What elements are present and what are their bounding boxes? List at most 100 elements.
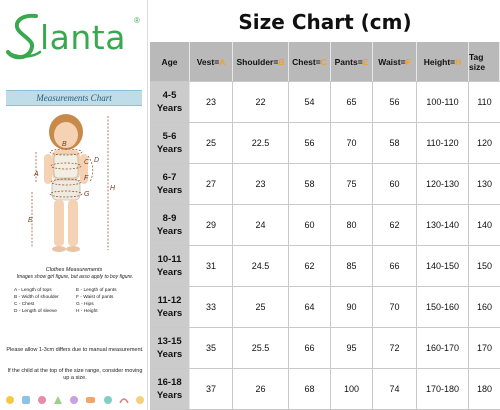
- table-row: 16-18 Years 37 26 68 100 74 170-180 180: [150, 369, 500, 410]
- tag-size-cell: 130: [476, 179, 493, 189]
- legend-item: G - Hips: [76, 302, 94, 307]
- registered-mark: ®: [134, 16, 140, 25]
- col-header-shoulder: Shoulder= B: [233, 42, 289, 81]
- table-header-row: Age Vest= A Shoulder= B Chest= C Pants= E Wa…: [150, 42, 500, 82]
- height-cell: 150-160: [417, 287, 469, 327]
- figure-letter-d: D: [94, 157, 99, 164]
- waist-cell: 58: [373, 123, 417, 163]
- size-up-note: If the child at the top of the size rang…: [7, 368, 143, 381]
- brand-name: lanta: [40, 18, 126, 57]
- col-header-tag-size: Tag size: [469, 42, 500, 81]
- chest-cell: 58: [289, 164, 331, 204]
- age-cell: 16-18 Years: [150, 369, 190, 409]
- vest-cell: 31: [190, 246, 233, 286]
- figure-letter-h: H: [110, 185, 116, 192]
- flower-icon: [38, 396, 46, 404]
- table-row: 4-5 Years 23 22 54 65 56 100-110 110: [150, 82, 500, 123]
- chest-cell: 64: [289, 287, 331, 327]
- shoulder-cell: 25.5: [233, 328, 289, 368]
- col-header-waist: Waist= F: [373, 42, 417, 81]
- figure-letter-g: G: [84, 191, 90, 198]
- legend-item: F - Waist of pants: [76, 295, 114, 300]
- pants-cell: 95: [331, 328, 373, 368]
- col-header-age: Age: [150, 42, 190, 81]
- legend-item: A - Length of tops: [14, 288, 52, 293]
- shoulder-cell: 24.5: [233, 246, 289, 286]
- left-panel: lanta ® Measurements Chart A: [0, 0, 148, 410]
- measurements-banner: Measurements Chart: [6, 90, 142, 106]
- child-figure-illustration: A B C D E F G H: [28, 114, 116, 252]
- height-cell: 140-150: [417, 246, 469, 286]
- pants-cell: 100: [331, 369, 373, 409]
- chest-cell: 66: [289, 328, 331, 368]
- waist-cell: 74: [373, 369, 417, 409]
- height-cell: 120-130: [417, 164, 469, 204]
- shoulder-cell: 23: [233, 164, 289, 204]
- size-chart-table: Age Vest= A Shoulder= B Chest= C Pants= E Wa…: [150, 42, 500, 410]
- vest-cell: 37: [190, 369, 233, 409]
- vest-cell: 25: [190, 123, 233, 163]
- col-header-pants: Pants= E: [331, 42, 373, 81]
- tag-size-cell: 120: [476, 138, 493, 148]
- chest-cell: 56: [289, 123, 331, 163]
- figure-letter-a: A: [33, 171, 39, 178]
- vest-cell: 27: [190, 164, 233, 204]
- shoulder-cell: 25: [233, 287, 289, 327]
- pants-cell: 85: [331, 246, 373, 286]
- pants-cell: 65: [331, 82, 373, 122]
- waist-cell: 60: [373, 164, 417, 204]
- legend-item: D - Length of sleeve: [14, 309, 57, 314]
- age-cell: 11-12 Years: [150, 287, 190, 327]
- figure-letter-e: E: [28, 217, 33, 224]
- measurement-legend: A - Length of tops E - Length of pants B…: [14, 288, 144, 315]
- star-icon: [136, 396, 144, 404]
- car-icon: [86, 397, 95, 403]
- rainbow-icon: [119, 398, 129, 404]
- pants-cell: 90: [331, 287, 373, 327]
- tag-size-cell: 140: [476, 220, 493, 230]
- ball-icon: [104, 396, 112, 404]
- table-row: 13-15 Years 35 25.5 66 95 72 160-170 170: [150, 328, 500, 369]
- age-cell: 13-15 Years: [150, 328, 190, 368]
- brand-logo: lanta ®: [6, 12, 142, 64]
- height-cell: 160-170: [417, 328, 469, 368]
- toy-block-icon: [22, 396, 30, 404]
- chest-cell: 68: [289, 369, 331, 409]
- shoulder-cell: 26: [233, 369, 289, 409]
- legend-item: E - Length of pants: [76, 288, 117, 293]
- tolerance-note: Please allow 1-3cm differs due to manual…: [6, 347, 144, 353]
- clothes-measurements-title: Clothes Measurements: [45, 267, 103, 273]
- chest-cell: 60: [289, 205, 331, 245]
- waist-cell: 62: [373, 205, 417, 245]
- height-cell: 130-140: [417, 205, 469, 245]
- age-cell: 4-5 Years: [150, 82, 190, 122]
- waist-cell: 56: [373, 82, 417, 122]
- shoulder-cell: 22.5: [233, 123, 289, 163]
- figure-letter-f: F: [84, 175, 89, 182]
- s-swoosh-icon: [6, 13, 42, 60]
- table-row: 10-11 Years 31 24.5 62 85 66 140-150 150: [150, 246, 500, 287]
- chest-cell: 62: [289, 246, 331, 286]
- shoulder-cell: 24: [233, 205, 289, 245]
- figure-letter-c: C: [84, 159, 90, 166]
- col-header-chest: Chest= C: [289, 42, 331, 81]
- waist-cell: 66: [373, 246, 417, 286]
- tag-size-cell: 110: [477, 97, 492, 107]
- height-cell: 170-180: [417, 369, 469, 409]
- waist-cell: 70: [373, 287, 417, 327]
- table-row: 8-9 Years 29 24 60 80 62 130-140 140: [150, 205, 500, 246]
- vest-cell: 35: [190, 328, 233, 368]
- clothes-measurements-desc: Images show girl figure, but asso apply …: [16, 274, 134, 280]
- col-header-vest: Vest= A: [190, 42, 233, 81]
- height-cell: 110-120: [417, 123, 469, 163]
- vest-cell: 33: [190, 287, 233, 327]
- vest-cell: 29: [190, 205, 233, 245]
- age-cell: 10-11 Years: [150, 246, 190, 286]
- sun-icon: [6, 396, 14, 404]
- tag-size-cell: 170: [476, 343, 493, 353]
- age-cell: 5-6 Years: [150, 123, 190, 163]
- tag-size-cell: 150: [476, 261, 493, 271]
- tag-size-cell: 180: [476, 384, 493, 394]
- legend-item: C - Chest: [14, 302, 35, 307]
- tag-size-cell: 160: [476, 302, 493, 312]
